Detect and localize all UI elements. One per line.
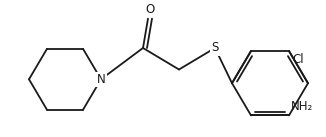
Text: N: N (96, 73, 105, 86)
Text: NH₂: NH₂ (291, 100, 313, 113)
Text: Cl: Cl (292, 53, 304, 66)
Text: S: S (211, 42, 219, 55)
Text: O: O (145, 3, 155, 16)
